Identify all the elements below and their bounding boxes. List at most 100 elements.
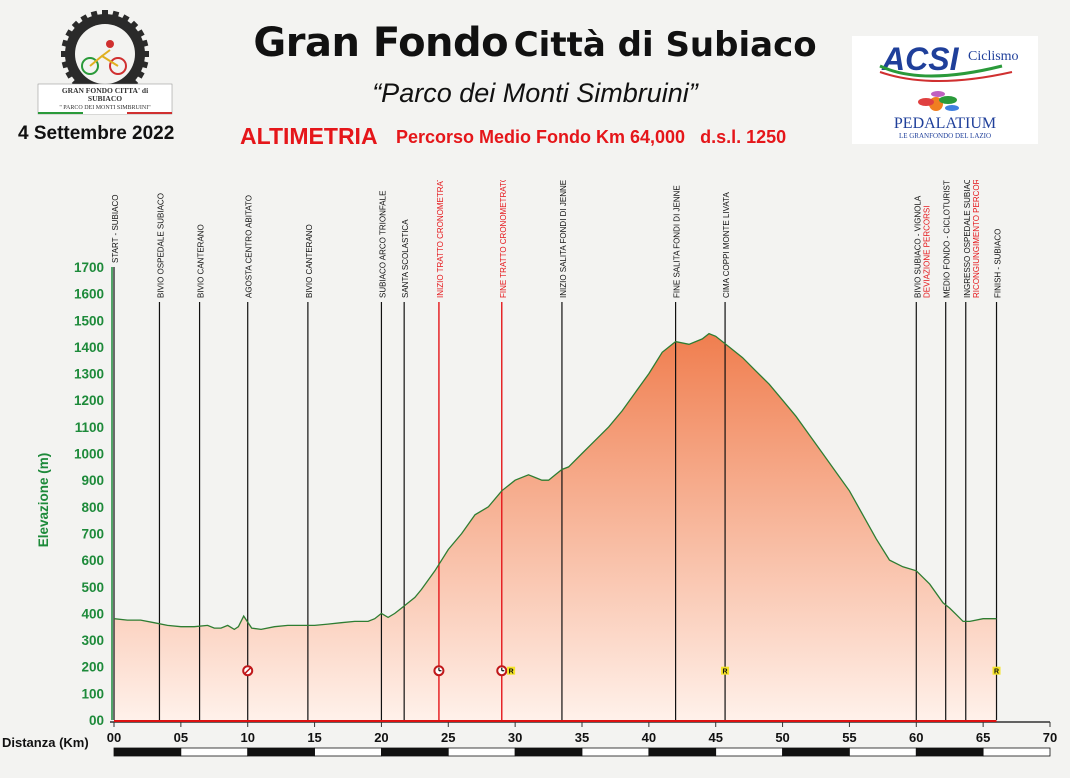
y-tick-label: 600 [81, 553, 104, 568]
x-axis-title: Distanza (Km) [2, 735, 89, 750]
y-tick-label: 1300 [74, 367, 104, 382]
x-tick-label: 50 [775, 730, 789, 745]
x-tick-label: 40 [642, 730, 656, 745]
marker-label: BIVIO SUBIACO - VIGNOLA [913, 195, 922, 298]
y-tick-label: 800 [81, 500, 104, 515]
marker-label: SANTA SCOLASTICA [401, 219, 410, 298]
marker-label: INGRESSO OSPEDALE SUBIACO [963, 180, 972, 298]
timer-icon [496, 665, 508, 677]
y-tick-label: 300 [81, 633, 104, 648]
ciclismo-text: Ciclismo [968, 49, 1019, 64]
marker-label: FINISH - SUBIACO [994, 229, 1003, 298]
y-tick-label: 400 [81, 606, 104, 621]
x-tick-label: 15 [307, 730, 321, 745]
y-tick-label: 1500 [74, 313, 104, 328]
page-subtitle: “Parco dei Monti Simbruini” [372, 78, 698, 108]
route-markers: START - SUBIACO BIVIO OSPEDALE SUBIACO BIV… [111, 180, 1003, 720]
logo-text-line2: SUBIACO [88, 94, 122, 103]
logo-text-line3: " PARCO DEI MONTI SIMBRUINI" [59, 105, 151, 111]
x-tick-labels: 00 05 10 15 20 25 30 35 40 45 50 55 60 65 70 [107, 722, 1057, 745]
scale-bar-segment [381, 747, 449, 757]
y-tick-label: 1200 [74, 393, 104, 408]
x-tick-label: 65 [976, 730, 990, 745]
scale-bar-segment [514, 747, 583, 757]
title-city: Città di Subiaco [513, 25, 817, 65]
elevation-line [113, 332, 997, 631]
marker-label: BIVIO CANTERANO [305, 224, 314, 298]
y-tick-label: 1600 [74, 287, 104, 302]
x-tick-label: 70 [1043, 730, 1057, 745]
y-tick-label: 1400 [74, 340, 104, 355]
pedalatium-text: PEDALATIUM [894, 115, 996, 132]
acsi-logo: ACSI Ciclismo [879, 41, 1019, 82]
scale-bar-segment [113, 747, 182, 757]
scale-bar-segment [180, 747, 249, 757]
refreshment-icon: R [992, 666, 1001, 676]
refreshment-label: R [723, 669, 728, 676]
refreshment-label: R [509, 669, 514, 676]
x-tick-label: 00 [107, 730, 121, 745]
ban-icon [242, 665, 254, 677]
logo-text-line1: GRAN FONDO CITTA' di [62, 86, 148, 95]
timer-icon [433, 665, 445, 677]
marker-label: INIZIO TRATTO CRONOMETRATO [436, 180, 445, 298]
y-tick-label: 1700 [74, 260, 104, 275]
marker-label: MEDIO FONDO - CICLOTURISTICA [943, 180, 952, 298]
elevation-area [114, 333, 997, 720]
marker-label: CIMA COPPI MONTE LIVATA [722, 192, 731, 298]
route-info: Percorso Medio Fondo Km 64,000 d.s.l. 12… [396, 127, 787, 147]
y-tick-label: 00 [89, 713, 104, 728]
marker-label: FINE TRATTO CRONOMETRATO [499, 180, 508, 298]
scale-bar-segment [247, 747, 315, 757]
marker-label: AGOSTA CENTRO ABITATO [245, 195, 254, 298]
x-tick-label: 25 [441, 730, 455, 745]
pedalatium-tagline: LE GRANFONDO DEL LAZIO [899, 132, 991, 140]
title-main: Gran Fondo [253, 20, 509, 66]
scale-bar-segment [982, 747, 1051, 757]
refreshment-icon: R [507, 666, 516, 676]
y-tick-labels: 00 100 200 300 400 500 600 700 800 900 1000 1100 120… [74, 260, 104, 728]
x-tick-label: 45 [708, 730, 722, 745]
x-tick-label: 20 [374, 730, 388, 745]
marker-label: BIVIO OSPEDALE SUBIACO [156, 193, 165, 298]
scale-bar-segment [915, 747, 984, 757]
y-tick-label: 1000 [74, 447, 104, 462]
y-tick-label: 1100 [75, 420, 104, 435]
marker-extra-label: DEVIAZIONE PERCORSI [922, 206, 931, 298]
y-tick-label: 500 [81, 580, 104, 595]
x-tick-label: 60 [909, 730, 923, 745]
scale-bar-segment [447, 747, 516, 757]
marker-extra-label: RICONGIUNGIMENTO PERCORSI [972, 180, 981, 298]
marker-label: FINE SALITA FONDI DI JENNE [673, 185, 682, 298]
sponsor-logos: ACSI Ciclismo PEDALATIUM LE GRANFONDO DE… [852, 36, 1038, 144]
x-tick-label: 35 [575, 730, 589, 745]
scale-bar-segment [648, 747, 717, 757]
event-logo: GRAN FONDO CITTA' di SUBIACO " PARCO DEI… [30, 10, 180, 118]
y-axis-title: Elevazione (m) [36, 453, 51, 548]
y-tick-label: 900 [81, 473, 104, 488]
gear-icon [61, 10, 149, 98]
cyclist-icon [81, 40, 127, 75]
refreshment-label: R [994, 669, 999, 676]
scale-bar-segment [849, 747, 917, 757]
pedalatium-logo: PEDALATIUM LE GRANFONDO DEL LAZIO [894, 91, 996, 140]
x-tick-label: 10 [240, 730, 254, 745]
event-date: 4 Settembre 2022 [18, 123, 175, 144]
elevation-chart: START - SUBIACO BIVIO OSPEDALE SUBIACO BIV… [2, 180, 1057, 757]
y-tick-label: 700 [81, 526, 104, 541]
marker-label: START - SUBIACO [111, 195, 120, 263]
scale-bar-segment [715, 747, 783, 757]
distance-scale-bar [113, 747, 1051, 757]
marker-label: SUBIACO ARCO TRIONFALE [378, 191, 387, 298]
x-tick-label: 55 [842, 730, 856, 745]
x-tick-label: 30 [508, 730, 522, 745]
y-tick-label: 100 [81, 686, 104, 701]
x-tick-label: 05 [174, 730, 188, 745]
y-tick-label: 200 [81, 660, 104, 675]
page-title: Gran Fondo Città di Subiaco [220, 20, 850, 66]
marker-label: BIVIO CANTERANO [197, 224, 206, 298]
marker-label: INIZIO SALITA FONDI DI JENNE [559, 180, 568, 298]
refreshment-icon: R [721, 666, 730, 676]
scale-bar-segment [581, 747, 650, 757]
section-title: ALTIMETRIA [240, 123, 378, 149]
